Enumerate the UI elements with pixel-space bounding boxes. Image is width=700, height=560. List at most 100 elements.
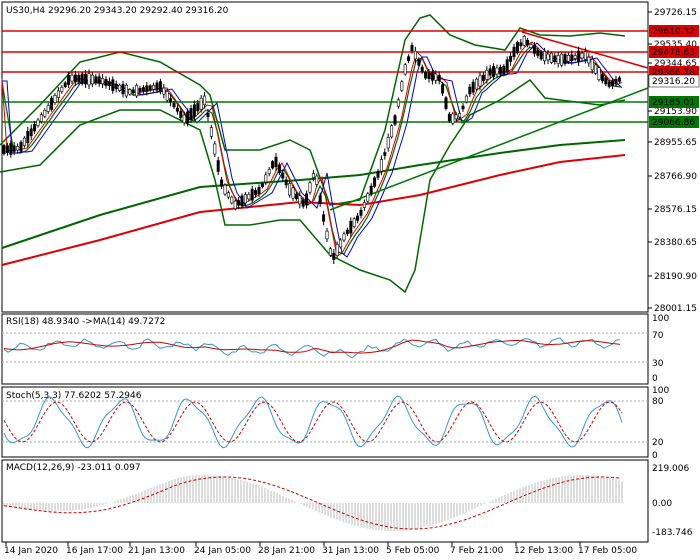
- bollinger-upper: [0, 14, 626, 206]
- level-tag: [649, 96, 699, 108]
- price-axis-label: 28955.65: [654, 138, 697, 148]
- candle-body: [322, 214, 326, 222]
- candle-body: [141, 87, 145, 92]
- stoch-pane[interactable]: [1, 386, 649, 458]
- candle-body: [2, 145, 6, 154]
- candle-body: [549, 52, 553, 63]
- candle-body: [396, 99, 400, 107]
- candle-body: [342, 233, 346, 241]
- time-axis-label: 17 Feb 05:00: [578, 546, 637, 556]
- macd-axis-label: -183.746: [652, 528, 693, 538]
- candle-body: [107, 81, 111, 86]
- candle-body: [43, 109, 47, 117]
- candle-body: [413, 50, 417, 60]
- candle-body: [77, 74, 81, 83]
- candle-body: [33, 123, 37, 132]
- stoch-d-line: [3, 401, 623, 443]
- candle-body: [566, 54, 570, 62]
- candle-body: [583, 51, 587, 60]
- candle-body: [216, 160, 220, 172]
- candle-body: [80, 73, 84, 84]
- candle-body: [441, 84, 445, 94]
- main-pane[interactable]: [1, 1, 649, 313]
- candle-body: [420, 66, 424, 72]
- candle-body: [427, 72, 431, 80]
- candle-body: [135, 85, 139, 97]
- axes: 29726.15 29535.40 29344.65 29153.90 28955.65…: [4, 8, 700, 556]
- candle-body: [335, 244, 339, 256]
- candle-body: [67, 75, 71, 85]
- candle-body: [50, 97, 54, 110]
- ma-slow-green: [1, 139, 626, 249]
- candle-body: [430, 72, 434, 81]
- candle-body: [390, 125, 394, 138]
- candle-body: [362, 202, 366, 208]
- candle-body: [308, 182, 312, 193]
- candle-body: [250, 188, 254, 201]
- candle-body: [186, 111, 190, 124]
- candle-body: [498, 66, 502, 75]
- candle-body: [539, 51, 543, 60]
- candle-body: [12, 145, 16, 152]
- candle-body: [291, 187, 295, 199]
- candle-body: [461, 105, 465, 110]
- candle-body: [515, 42, 519, 54]
- candle-body: [206, 112, 210, 118]
- candle-body: [311, 173, 315, 178]
- candle-body: [464, 95, 468, 103]
- candle-body: [70, 74, 74, 82]
- candle-body: [600, 73, 604, 82]
- candle-body: [257, 186, 261, 195]
- candle-body: [492, 66, 496, 77]
- candle-body: [617, 77, 621, 82]
- time-axis-label: 16 Jan 17:00: [66, 546, 123, 556]
- candle-body: [128, 89, 132, 95]
- candle-body: [264, 174, 268, 183]
- candle-body: [284, 179, 288, 186]
- candle-body: [53, 95, 57, 103]
- candle-body: [447, 113, 451, 122]
- trendline-green: [329, 87, 649, 211]
- level-tag-label: 29066.86: [652, 118, 695, 128]
- candle-body: [118, 84, 122, 91]
- price-axis-label: 29153.90: [654, 107, 697, 117]
- candle-body: [26, 131, 30, 144]
- stoch-axis-label: 0: [652, 451, 658, 461]
- candle-body: [577, 50, 581, 62]
- candle-body: [556, 55, 560, 64]
- candle-body: [400, 81, 404, 91]
- candle-body: [553, 55, 557, 62]
- candle-body: [145, 85, 149, 92]
- candle-body: [271, 161, 275, 169]
- candle-body: [131, 89, 135, 94]
- price-axis-label: 28190.90: [654, 272, 697, 282]
- stoch-plot: [2, 395, 648, 449]
- level-tag-label: 29366.78: [652, 68, 695, 78]
- candle-body: [481, 74, 485, 82]
- candle-body: [526, 39, 530, 46]
- candle-body: [573, 55, 577, 59]
- macd-pane[interactable]: [1, 459, 649, 543]
- candle-body: [199, 97, 203, 110]
- candle-body: [607, 81, 611, 87]
- candle-body: [16, 146, 20, 151]
- candle-body: [111, 79, 115, 91]
- rsi-pane[interactable]: [1, 313, 649, 385]
- candle-body: [475, 78, 479, 90]
- main-plot: [0, 14, 649, 294]
- candle-body: [325, 230, 329, 240]
- candle-body: [298, 195, 302, 205]
- candle-body: [247, 194, 251, 200]
- candle-body: [543, 51, 547, 62]
- candle-body: [267, 169, 271, 174]
- price-axis-label: 28576.15: [654, 205, 697, 215]
- candle-body: [294, 193, 298, 200]
- candle-body: [359, 209, 363, 216]
- current-price-tag: [648, 74, 700, 88]
- time-axis-label: 21 Jan 13:00: [128, 546, 185, 556]
- candle-body: [594, 64, 598, 74]
- candle-body: [158, 81, 162, 92]
- candle-body: [274, 156, 278, 168]
